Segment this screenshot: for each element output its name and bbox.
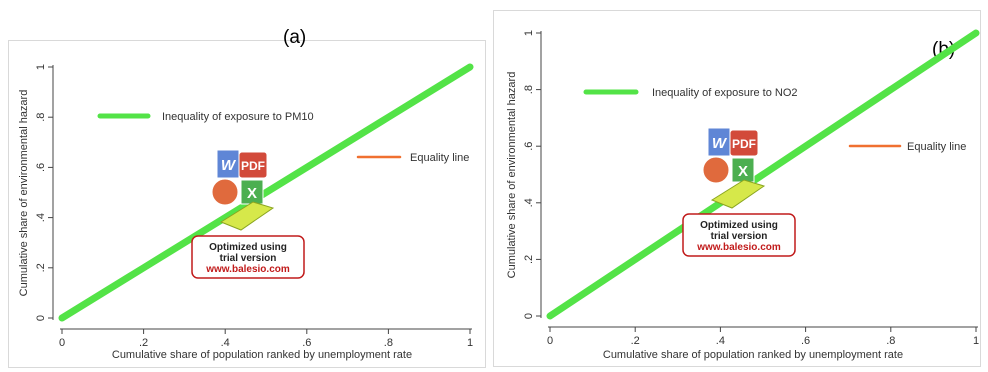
y-tick-label: .8	[35, 113, 47, 122]
x-tick-label: .2	[139, 337, 148, 349]
y-tick-label: 1	[35, 64, 47, 70]
x-axis-title: Cumulative share of population ranked by…	[112, 349, 412, 361]
watermark-title: Optimized using	[700, 220, 778, 231]
y-tick-label: .2	[35, 263, 47, 272]
legend-label: Equality line	[907, 141, 966, 153]
series-line-inequality	[546, 29, 980, 320]
watermark-url: www.balesio.com	[205, 264, 290, 275]
x-tick-label: .6	[801, 335, 810, 347]
legend-label: Inequality of exposure to PM10	[162, 111, 314, 123]
x-tick-label: 0	[59, 337, 65, 349]
y-axis-title: Cumulative share of environmental hazard	[506, 72, 518, 279]
x-tick-label: .4	[221, 337, 230, 349]
zipper-icon	[710, 179, 766, 209]
watermark-subtitle: trial version	[711, 231, 768, 242]
word-letter: W	[221, 157, 237, 174]
watermark-box	[191, 235, 305, 279]
y-tick-label: 0	[35, 315, 47, 321]
y-tick-label: 0	[523, 313, 535, 319]
x-axis-title: Cumulative share of population ranked by…	[603, 349, 903, 361]
x-tick-label: .4	[716, 335, 725, 347]
zipper-icon	[219, 201, 275, 231]
ppt-icon	[702, 156, 730, 184]
pdf-icon	[729, 129, 759, 157]
y-tick-label: .8	[523, 85, 535, 94]
panel-label-a: (a)	[283, 27, 307, 48]
x-tick-label: .6	[302, 337, 311, 349]
pdf-label: PDF	[241, 159, 265, 173]
y-tick-label: .4	[35, 213, 47, 222]
x-tick-label: .2	[631, 335, 640, 347]
y-tick-label: .4	[523, 198, 535, 207]
y-axis-title: Cumulative share of environmental hazard	[18, 90, 30, 297]
y-tick-label: .6	[523, 142, 535, 151]
pdf-label: PDF	[732, 137, 756, 151]
x-tick-label: 1	[973, 335, 979, 347]
watermark-box	[682, 213, 796, 257]
ppt-icon	[211, 178, 239, 206]
watermark-subtitle: trial version	[220, 253, 277, 264]
x-tick-label: 1	[467, 337, 473, 349]
y-tick-label: 1	[523, 30, 535, 36]
excel-letter: X	[247, 185, 257, 202]
y-tick-label: .6	[35, 163, 47, 172]
legend-label: Equality line	[410, 152, 469, 164]
word-letter: W	[712, 135, 728, 152]
x-tick-label: .8	[384, 337, 393, 349]
pdf-icon	[238, 151, 268, 179]
y-tick-label: .2	[523, 255, 535, 264]
excel-letter: X	[738, 163, 748, 180]
x-tick-label: .8	[886, 335, 895, 347]
chart-a: 0 .2 .4 .6 .8 1 0 .2 .4 .6 .8 1 Cumulative share of …	[18, 63, 474, 361]
legend-label: Inequality of exposure to NO2	[652, 87, 798, 99]
watermark-url: www.balesio.com	[696, 242, 781, 253]
series-line-inequality	[58, 63, 474, 322]
chart-b: 0 .2 .4 .6 .8 1 0 .2 .4 .6 .8 1 Cumulative share of …	[506, 29, 980, 361]
watermark-title: Optimized using	[209, 242, 287, 253]
x-tick-label: 0	[547, 335, 553, 347]
